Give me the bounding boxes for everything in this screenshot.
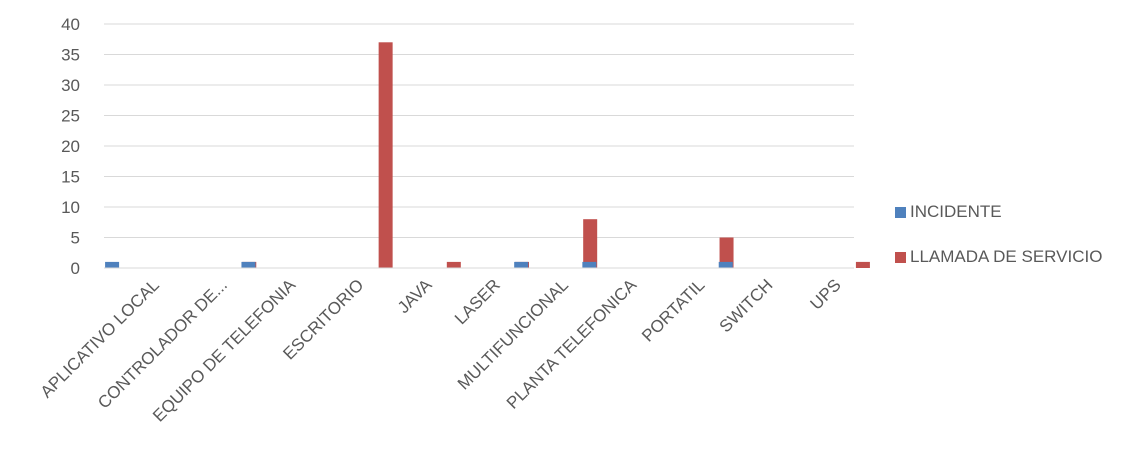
bar-llamada-de-servicio-java: [446, 261, 461, 268]
bars: [105, 42, 870, 268]
x-tick-label-switch: SWITCH: [716, 275, 777, 336]
bar-incidente-equipo-de-telefonia: [241, 261, 256, 268]
x-tick-label-java: JAVA: [394, 275, 436, 317]
legend-item-incidente: INCIDENTE: [895, 200, 1102, 224]
bar-llamada-de-servicio-portatil: [719, 237, 734, 268]
legend-swatch-incidente: [895, 206, 906, 218]
y-tick-label-20: 20: [61, 137, 80, 156]
bar-llamada-de-servicio-ups: [855, 261, 870, 268]
y-tick-label-40: 40: [61, 15, 80, 34]
y-tick-label-10: 10: [61, 198, 80, 217]
bar-incidente-planta-telefonica: [582, 261, 597, 268]
x-tick-label-portatil: PORTATIL: [638, 275, 708, 345]
legend: INCIDENTE LLAMADA DE SERVICIO: [895, 200, 1102, 290]
legend-item-llamada-de-servicio: LLAMADA DE SERVICIO: [895, 245, 1102, 269]
y-tick-label-25: 25: [61, 107, 80, 126]
x-tick-label-ups: UPS: [807, 275, 845, 313]
legend-label-llamada-de-servicio: LLAMADA DE SERVICIO: [910, 247, 1103, 266]
bar-incidente-aplicativo-local: [105, 261, 120, 268]
x-tick-label-equipo-de-telefonia: EQUIPO DE TELEFONIA: [149, 275, 300, 426]
y-axis-tick-labels: 0 5 10 15 20 25 30 35 40: [61, 15, 80, 278]
y-tick-label-15: 15: [61, 168, 80, 187]
legend-swatch-llamada-de-servicio: [895, 251, 906, 263]
x-tick-label-planta-telefonica: PLANTA TELEFONICA: [503, 275, 641, 413]
legend-label-incidente: INCIDENTE: [910, 202, 1002, 221]
bar-llamada-de-servicio-escritorio: [378, 42, 393, 268]
y-tick-label-0: 0: [71, 259, 80, 278]
bar-incidente-switch: [718, 261, 733, 268]
bar-llamada-de-servicio-multifuncional: [583, 219, 598, 268]
x-tick-label-controlador-de: CONTROLADOR DE...: [94, 275, 231, 412]
gridlines: [104, 23, 854, 238]
bar-incidente-multifuncional: [514, 261, 529, 268]
y-tick-label-5: 5: [71, 229, 80, 248]
x-tick-label-aplicativo-local: APLICATIVO LOCAL: [37, 275, 163, 401]
x-tick-label-laser: LASER: [451, 275, 504, 328]
y-tick-label-35: 35: [61, 46, 80, 65]
y-tick-label-30: 30: [61, 76, 80, 95]
